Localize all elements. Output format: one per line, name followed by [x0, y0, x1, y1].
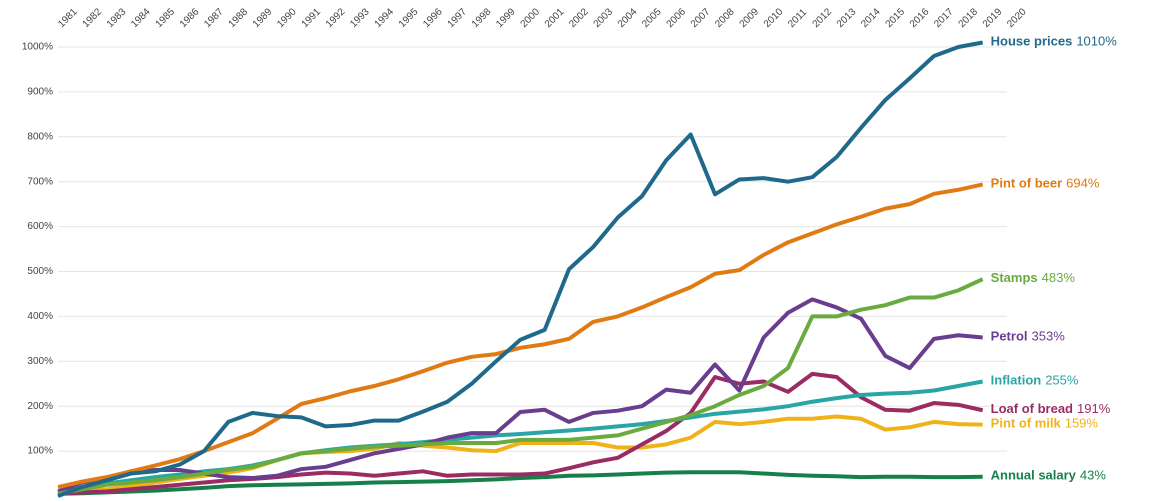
x-tick-label: 1986 [178, 6, 202, 30]
end-label: Petrol 353% [991, 329, 1066, 344]
x-tick-label: 2009 [738, 6, 762, 30]
series-name: Pint of milk [991, 416, 1062, 431]
x-tick-label: 2005 [640, 6, 664, 30]
end-label: Pint of beer 694% [991, 176, 1100, 191]
x-tick-label: 2014 [859, 6, 883, 30]
x-tick-label: 2017 [932, 6, 956, 30]
series-name: Inflation [991, 373, 1042, 388]
series-line [57, 40, 984, 498]
y-tick-label: 900% [27, 87, 53, 98]
value-label: 1010% [1076, 34, 1117, 49]
x-tick-label: 2006 [665, 6, 689, 30]
end-label: House prices 1010% [991, 34, 1118, 49]
series-name: Petrol [991, 329, 1028, 344]
series-name: Loaf of bread [991, 402, 1073, 417]
x-tick-label: 2008 [713, 6, 737, 30]
x-tick-label: 2012 [811, 6, 835, 30]
y-tick-label: 800% [27, 131, 53, 142]
x-tick-label: 2000 [519, 6, 543, 30]
value-label: 159% [1065, 416, 1099, 431]
x-tick-label: 2002 [567, 6, 591, 30]
x-tick-label: 1984 [129, 6, 153, 30]
x-tick-label: 2020 [1005, 6, 1029, 30]
x-tick-label: 1996 [421, 6, 445, 30]
y-tick-label: 400% [27, 311, 53, 322]
x-tick-label: 2004 [616, 6, 640, 30]
value-label: 694% [1066, 176, 1100, 191]
value-label: 483% [1042, 271, 1076, 286]
x-tick-label: 2019 [981, 6, 1005, 30]
x-tick-label: 2003 [592, 6, 616, 30]
value-label: 353% [1032, 329, 1066, 344]
x-tick-label: 2015 [884, 6, 908, 30]
x-tick-label: 2013 [835, 6, 859, 30]
x-tick-label: 1987 [202, 6, 226, 30]
x-tick-label: 1990 [275, 6, 299, 30]
x-tick-label: 1998 [470, 6, 494, 30]
series-line [57, 297, 983, 494]
x-tick-label: 2016 [908, 6, 932, 30]
y-tick-label: 600% [27, 221, 53, 232]
end-label: Annual salary 43% [991, 468, 1107, 483]
x-tick-label: 2011 [786, 7, 809, 30]
x-tick-label: 1993 [348, 6, 372, 30]
x-tick-label: 2010 [762, 6, 786, 30]
series-name: House prices [991, 34, 1073, 49]
series-name: Annual salary [991, 468, 1077, 483]
y-tick-label: 300% [27, 356, 53, 367]
x-tick-label: 1982 [81, 6, 105, 30]
x-tick-label: 1997 [446, 6, 470, 30]
x-tick-label: 1983 [105, 6, 129, 30]
x-tick-label: 1981 [56, 6, 80, 30]
series-line [57, 371, 984, 496]
y-tick-label: 200% [27, 401, 53, 412]
series-name: Pint of beer [991, 176, 1063, 191]
x-tick-label: 2001 [543, 6, 567, 30]
x-tick-label: 1992 [324, 6, 348, 30]
x-tick-label: 1994 [373, 6, 397, 30]
series-line [57, 182, 984, 489]
value-label: 191% [1077, 402, 1111, 417]
x-tick-label: 1995 [397, 6, 421, 30]
x-tick-label: 2018 [957, 6, 981, 30]
value-label: 43% [1080, 468, 1106, 483]
end-label: Loaf of bread 191% [991, 402, 1111, 417]
series-line [57, 470, 983, 496]
x-tick-label: 1988 [227, 6, 251, 30]
x-tick-label: 1999 [494, 6, 518, 30]
y-tick-label: 500% [27, 266, 53, 277]
value-label: 255% [1045, 373, 1079, 388]
end-label: Stamps 483% [991, 271, 1076, 286]
x-tick-label: 1985 [154, 6, 178, 30]
y-tick-label: 700% [27, 176, 53, 187]
x-tick-label: 2007 [689, 6, 713, 30]
series-name: Stamps [991, 271, 1038, 286]
x-tick-label: 1991 [300, 6, 324, 30]
x-tick-label: 1989 [251, 6, 275, 30]
y-tick-label: 100% [27, 446, 53, 457]
series-line [57, 277, 984, 496]
end-label: Pint of milk 159% [991, 416, 1099, 431]
end-label: Inflation 255% [991, 373, 1079, 388]
y-tick-label: 1000% [22, 42, 53, 53]
